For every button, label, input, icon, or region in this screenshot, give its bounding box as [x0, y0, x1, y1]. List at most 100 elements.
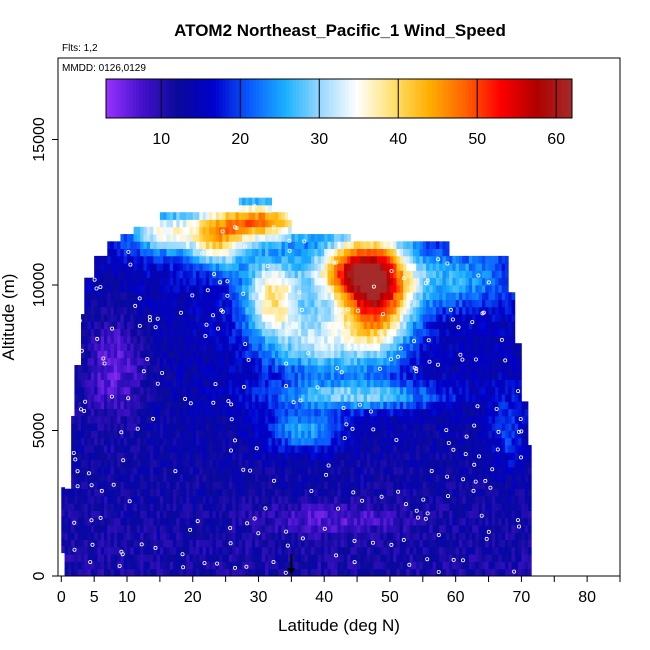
heatmap-cell: [166, 561, 171, 570]
heatmap-cell: [94, 292, 98, 300]
heatmap-cell: [406, 517, 411, 526]
heatmap-cell: [406, 430, 411, 439]
heatmap-cell: [340, 437, 345, 446]
heatmap-cell: [373, 561, 378, 570]
heatmap-cell: [363, 481, 368, 490]
heatmap-cell: [383, 568, 388, 577]
heatmap-cell: [307, 386, 312, 395]
heatmap-cell: [100, 386, 105, 395]
heatmap-cell: [84, 401, 88, 410]
heatmap-cell: [228, 452, 233, 460]
heatmap-cell: [235, 459, 240, 468]
heatmap-cell: [271, 314, 276, 322]
heatmap-cell: [117, 357, 121, 366]
heatmap-cell: [100, 495, 105, 504]
heatmap-cell: [350, 343, 355, 351]
heatmap-cell: [123, 532, 128, 541]
heatmap-cell: [179, 292, 184, 300]
heatmap-cell: [327, 510, 332, 519]
heatmap-cell: [389, 517, 394, 526]
heatmap-cell: [265, 445, 269, 453]
heatmap-cell: [150, 350, 154, 359]
heatmap-cell: [278, 488, 282, 497]
heatmap-cell: [297, 248, 302, 257]
heatmap-cell: [363, 510, 368, 519]
heatmap-cell: [215, 386, 220, 395]
heatmap-cell: [403, 517, 407, 526]
heatmap-cell: [94, 401, 98, 410]
heatmap-cell: [403, 539, 407, 548]
heatmap-cell: [196, 270, 200, 279]
heatmap-cell: [320, 335, 325, 344]
heatmap-cell: [74, 532, 79, 541]
heatmap-cell: [182, 379, 187, 388]
heatmap-cell: [87, 495, 92, 504]
heatmap-cell: [291, 568, 296, 577]
heatmap-cell: [235, 561, 240, 570]
heatmap-cell: [389, 328, 394, 337]
heatmap-cell: [396, 546, 401, 555]
heatmap-cell: [307, 474, 312, 482]
heatmap-cell: [363, 394, 368, 402]
heatmap-cell: [330, 481, 335, 490]
heatmap-cell: [156, 306, 161, 315]
heatmap-cell: [403, 554, 407, 562]
heatmap-cell: [294, 495, 299, 504]
heatmap-cell: [209, 292, 213, 300]
heatmap-cell: [179, 539, 184, 548]
heatmap-cell: [330, 430, 335, 439]
heatmap-cell: [77, 445, 82, 453]
heatmap-cell: [334, 503, 338, 511]
heatmap-cell: [104, 401, 108, 410]
heatmap-cell: [248, 372, 253, 380]
heatmap-cell: [343, 554, 348, 562]
heatmap-cell: [396, 437, 401, 446]
heatmap-cell: [123, 284, 128, 293]
heatmap-cell: [373, 466, 378, 475]
heatmap-cell: [317, 503, 322, 511]
heatmap-cell: [205, 394, 210, 402]
heatmap-cell: [265, 241, 269, 250]
heatmap-cell: [130, 284, 134, 293]
heatmap-cell: [143, 241, 148, 250]
heatmap-cell: [242, 365, 246, 373]
heatmap-cell: [179, 452, 184, 460]
heatmap-cell: [235, 277, 240, 286]
heatmap-cell: [330, 495, 335, 504]
heatmap-cell: [127, 488, 131, 497]
heatmap-cell: [393, 408, 397, 417]
heatmap-cell: [77, 415, 82, 424]
heatmap-cell: [205, 270, 210, 279]
heatmap-cell: [330, 437, 335, 446]
heatmap-cell: [274, 212, 279, 220]
heatmap-cell: [399, 328, 404, 337]
heatmap-cell: [179, 255, 184, 264]
heatmap-cell: [110, 241, 115, 250]
heatmap-cell: [156, 503, 161, 511]
heatmap-cell: [232, 219, 236, 228]
heatmap-cell: [268, 430, 273, 439]
heatmap-cell: [182, 401, 187, 410]
heatmap-cell: [251, 452, 256, 460]
heatmap-cell: [320, 561, 325, 570]
heatmap-cell: [297, 568, 302, 577]
heatmap-cell: [235, 568, 240, 577]
heatmap-cell: [120, 408, 125, 417]
heatmap-cell: [100, 459, 105, 468]
heatmap-cell: [153, 459, 157, 468]
heatmap-cell: [150, 357, 154, 366]
heatmap-cell: [301, 372, 305, 380]
heatmap-cell: [117, 299, 121, 308]
heatmap-cell: [386, 561, 391, 570]
heatmap-cell: [182, 343, 187, 351]
heatmap-cell: [360, 532, 365, 541]
heatmap-cell: [334, 481, 338, 490]
heatmap-cell: [90, 423, 95, 431]
heatmap-cell: [120, 263, 125, 271]
heatmap-cell: [396, 321, 401, 330]
heatmap-cell: [284, 481, 289, 490]
heatmap-cell: [274, 248, 279, 257]
heatmap-cell: [117, 386, 121, 395]
heatmap-cell: [334, 554, 338, 562]
heatmap-cell: [370, 241, 374, 250]
